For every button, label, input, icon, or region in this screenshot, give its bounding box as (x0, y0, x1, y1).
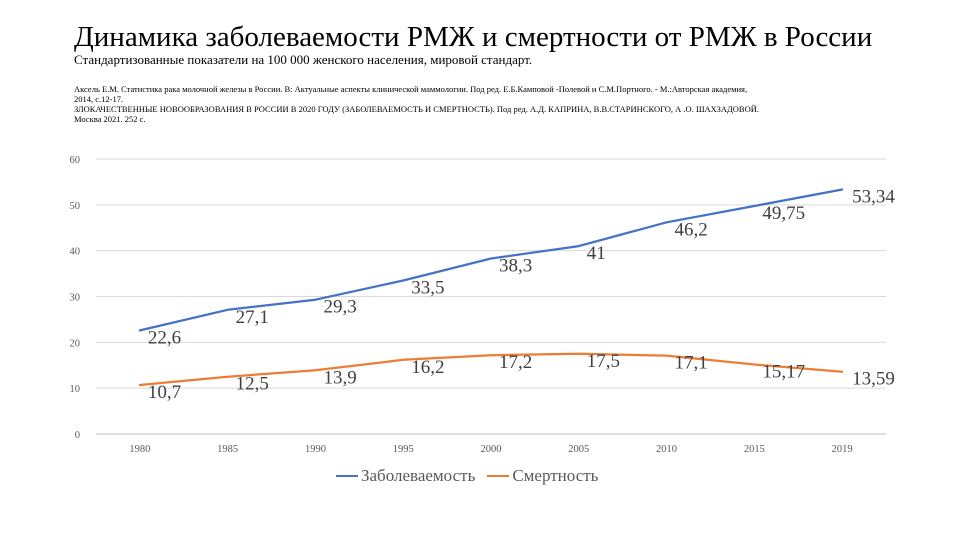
data-label: 10,7 (148, 382, 181, 403)
x-tick-label: 1985 (217, 444, 238, 455)
y-tick-label: 40 (70, 247, 81, 258)
sources-note: Аксель Е.М. Статистика рака молочной жел… (74, 84, 914, 124)
y-tick-label: 60 (70, 155, 81, 166)
x-tick-label: 1990 (305, 444, 326, 455)
data-label: 13,59 (852, 369, 895, 390)
y-tick-label: 10 (70, 384, 81, 395)
data-label: 17,5 (587, 351, 620, 372)
series-line-1 (138, 352, 844, 387)
y-tick-label: 20 (70, 338, 81, 349)
page-subtitle: Стандартизованные показатели на 100 000 … (74, 52, 533, 67)
chart-legend: Заболеваемость Смертность (336, 466, 610, 486)
data-label: 29,3 (323, 297, 356, 318)
legend-swatch-incidence (336, 475, 358, 477)
source-line: Аксель Е.М. Статистика рака молочной жел… (74, 84, 748, 94)
x-tick-label: 1980 (129, 444, 150, 455)
y-tick-label: 30 (70, 293, 81, 304)
data-label: 46,2 (675, 219, 708, 240)
y-tick-label: 50 (70, 201, 81, 212)
legend-item-mortality: Смертность (487, 466, 598, 486)
data-label: 13,9 (323, 367, 356, 388)
source-line: 2014, с.12-17. (74, 94, 124, 104)
data-label: 17,2 (499, 352, 532, 373)
x-tick-label: 1995 (393, 444, 414, 455)
x-tick-label: 2005 (568, 444, 589, 455)
y-tick-label: 0 (75, 430, 80, 441)
source-line: Москва 2021. 252 с. (74, 114, 146, 124)
legend-item-incidence: Заболеваемость (336, 466, 475, 486)
legend-swatch-mortality (487, 475, 510, 477)
legend-label-incidence: Заболеваемость (361, 466, 476, 485)
data-label: 15,17 (762, 361, 805, 382)
series-line-0 (138, 188, 844, 332)
data-label: 41 (587, 243, 606, 264)
data-label: 38,3 (499, 255, 532, 276)
x-tick-label: 2015 (744, 444, 765, 455)
source-line: ЗЛОКАЧЕСТВЕННЫЕ НОВООБРАЗОВАНИЯ В РОССИИ… (74, 104, 759, 114)
data-label: 49,75 (762, 203, 805, 224)
data-label: 17,1 (675, 353, 708, 374)
page-title: Динамика заболеваемости РМЖ и смертности… (74, 21, 873, 53)
data-label: 33,5 (411, 277, 444, 298)
data-label: 27,1 (236, 307, 269, 328)
legend-label-mortality: Смертность (512, 466, 599, 485)
x-tick-label: 2010 (656, 444, 677, 455)
x-tick-label: 2019 (832, 444, 853, 455)
data-label: 12,5 (236, 374, 269, 395)
data-label: 16,2 (411, 357, 444, 378)
data-label: 53,34 (852, 187, 895, 208)
x-tick-label: 2000 (481, 444, 502, 455)
data-label: 22,6 (148, 327, 181, 348)
